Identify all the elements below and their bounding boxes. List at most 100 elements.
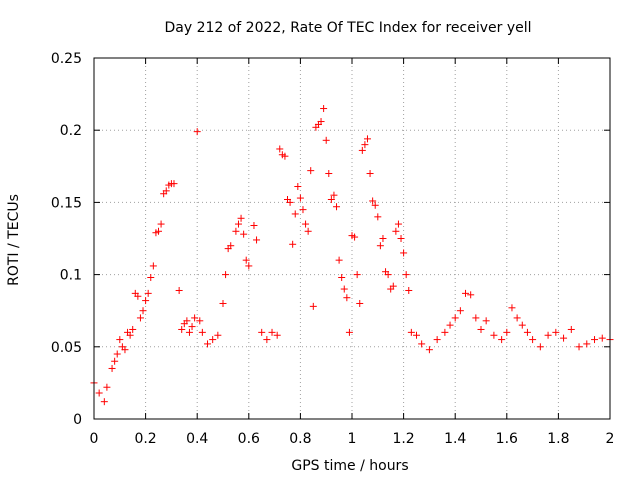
x-tick-label: 1.4 (444, 431, 466, 447)
data-point (95, 389, 103, 397)
data-point (374, 213, 382, 221)
data-point (232, 227, 240, 235)
data-point (134, 292, 142, 300)
data-point (361, 141, 369, 149)
data-point (418, 340, 426, 348)
data-point (178, 325, 186, 333)
data-point (376, 242, 384, 250)
data-point (139, 307, 147, 315)
data-point (392, 227, 400, 235)
x-tick-label: 1.2 (392, 431, 414, 447)
data-point (513, 314, 521, 322)
x-tick-label: 0.6 (238, 431, 260, 447)
x-tick-label: 1.6 (496, 431, 518, 447)
data-point (544, 331, 552, 339)
y-tick-label: 0.25 (51, 51, 82, 67)
data-point (142, 297, 150, 305)
chart-title: Day 212 of 2022, Rate Of TEC Index for r… (164, 20, 531, 36)
data-point (400, 249, 408, 257)
data-point (472, 314, 480, 322)
data-point (536, 343, 544, 351)
data-point (116, 336, 124, 344)
data-point (560, 334, 568, 342)
data-point (183, 317, 191, 325)
data-point (108, 364, 116, 372)
data-point (188, 323, 196, 331)
data-point (214, 331, 222, 339)
data-point (170, 180, 178, 188)
data-point (250, 222, 258, 230)
data-point (379, 235, 387, 242)
data-point (397, 235, 405, 242)
data-point (523, 328, 531, 336)
plot-frame (93, 57, 611, 420)
data-point (281, 152, 289, 160)
data-point (518, 321, 526, 329)
data-point (245, 262, 253, 270)
data-point (147, 273, 155, 281)
y-tick-label: 0.2 (60, 123, 82, 139)
data-point (196, 317, 204, 325)
data-point (327, 196, 335, 204)
data-point (113, 350, 121, 358)
data-point (567, 325, 575, 333)
data-point (503, 328, 511, 336)
data-point (335, 256, 343, 264)
data-point (209, 336, 217, 344)
data-point (333, 203, 341, 211)
data-point (237, 214, 245, 222)
data-point (441, 328, 449, 336)
data-point (302, 220, 310, 228)
data-point (296, 194, 304, 202)
data-point (405, 286, 413, 294)
data-point (162, 187, 170, 195)
data-point (219, 299, 227, 307)
data-point (276, 145, 284, 153)
x-tick-label: 2 (606, 431, 615, 447)
data-point (258, 328, 266, 336)
data-point (394, 220, 402, 228)
data-point (103, 383, 111, 391)
data-point (490, 331, 498, 339)
x-tick-label: 1 (348, 431, 357, 447)
data-point (291, 210, 299, 218)
data-point (338, 273, 346, 281)
data-point (529, 336, 537, 344)
data-point (366, 170, 374, 178)
data-point (498, 336, 506, 344)
data-point (175, 286, 183, 294)
x-tick-label: 0.2 (134, 431, 156, 447)
data-point (193, 128, 201, 136)
data-point (467, 291, 475, 299)
data-point (191, 314, 199, 322)
data-point (155, 227, 162, 235)
data-point (353, 271, 361, 279)
data-point (289, 240, 297, 248)
data-point (402, 271, 410, 279)
data-point (351, 233, 359, 241)
data-point (433, 336, 441, 344)
y-tick-label: 0.15 (51, 195, 82, 211)
data-point (446, 321, 454, 329)
data-point (222, 271, 230, 279)
data-point (322, 136, 330, 144)
data-point (157, 220, 165, 228)
x-axis-label: GPS time / hours (291, 458, 408, 474)
data-point (100, 398, 108, 406)
data-point (304, 227, 312, 235)
data-point (253, 236, 261, 244)
data-point (121, 346, 129, 354)
data-point (591, 336, 599, 344)
data-point (363, 135, 371, 143)
data-point (575, 343, 583, 351)
data-points (90, 105, 614, 406)
data-point (389, 282, 397, 290)
data-point (294, 183, 302, 191)
data-point (371, 201, 379, 209)
x-tick-label: 0 (90, 431, 99, 447)
data-point (425, 346, 433, 354)
data-point (126, 331, 134, 339)
data-point (451, 314, 459, 322)
